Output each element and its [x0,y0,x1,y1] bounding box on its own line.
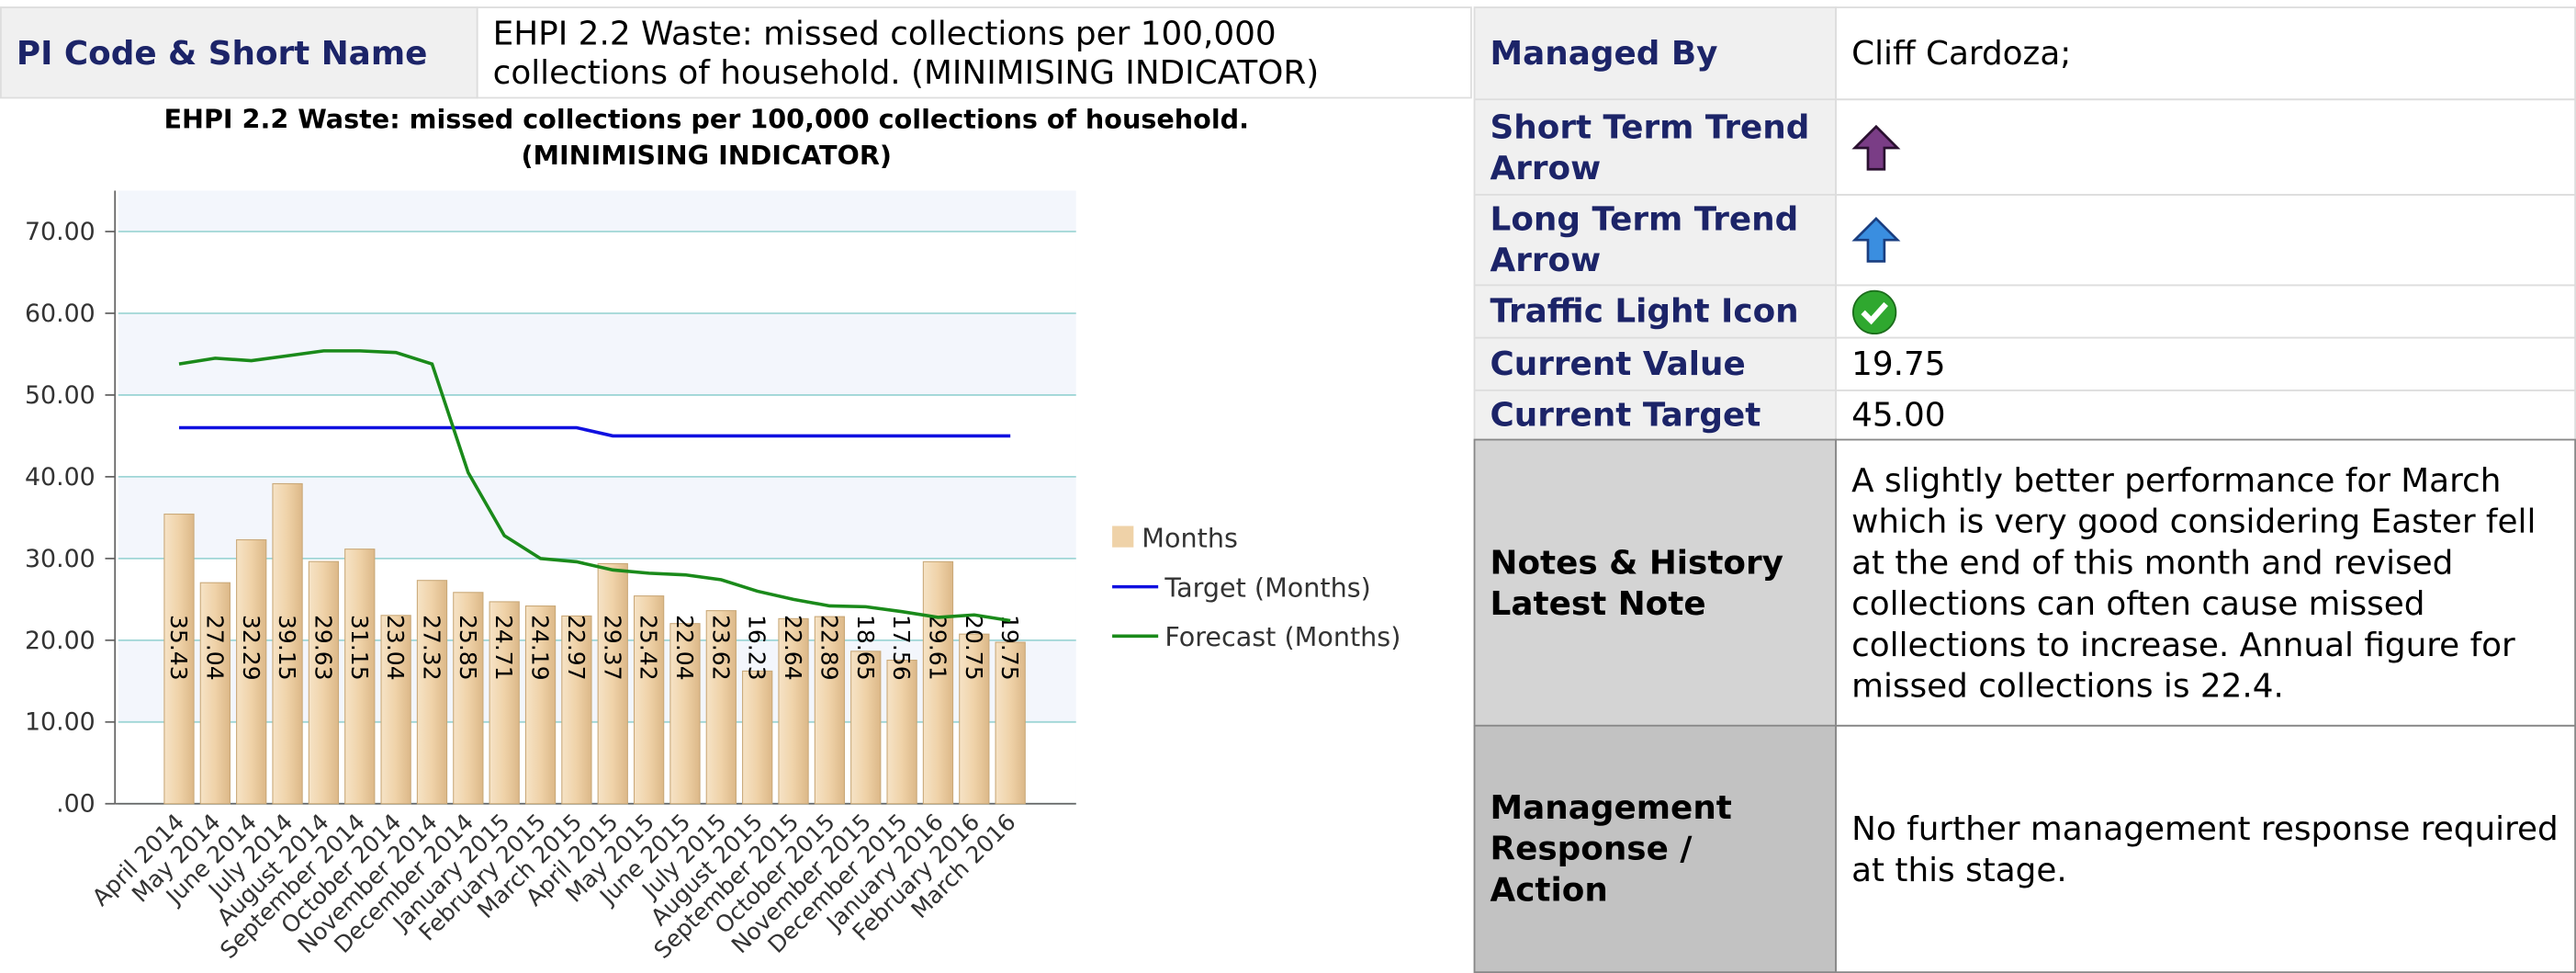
bar-value-label: 25.42 [636,615,662,681]
bar [669,623,701,805]
bar-value-label: 17.56 [888,615,915,681]
bar [416,580,448,805]
detail-label: Traffic Light Icon [1473,284,1837,339]
y-tick-label: 50.00 [25,381,96,410]
y-tick-label: 10.00 [25,708,96,737]
y-tick-label: 60.00 [25,300,96,328]
detail-label: Short Term Trend Arrow [1473,98,1837,196]
trend-icon-cell [1835,98,2576,196]
bar [453,592,484,805]
bar [814,616,846,805]
bar [561,615,592,805]
bar-value-label: 29.63 [309,615,336,681]
detail-value: 45.00 [1835,389,2576,441]
detail-label: Current Value [1473,336,1837,391]
bar-value-label: 22.97 [563,615,590,681]
bar [597,562,628,805]
bar [199,582,231,805]
y-tick-label: 30.00 [25,545,96,573]
detail-label: Current Target [1473,389,1837,441]
y-tick-label: .00 [56,790,96,819]
detail-value: Cliff Cardoza; [1835,6,2576,101]
long-trend-arrow [1851,217,1901,263]
bar [995,641,1026,805]
y-tick-label: 40.00 [25,463,96,492]
bar [308,560,340,805]
bar-value-label: 29.61 [925,615,951,681]
legend-label: Target (Months) [1164,571,1371,603]
bar [886,660,917,805]
y-tick-label: 20.00 [25,627,96,655]
traffic-cell [1835,284,2576,339]
bar-value-label: 24.71 [490,615,517,681]
bar-value-label: 18.65 [852,615,879,681]
bar [922,560,954,805]
bar-value-label: 27.32 [419,615,445,681]
bar-value-label: 29.37 [599,615,625,681]
traffic-light-icon [1851,289,1897,334]
bar-value-label: 22.64 [780,615,806,681]
detail-label: Management Response / Action [1473,724,1837,973]
bar-value-label: 20.75 [961,615,987,681]
trend-icon-cell [1835,194,2576,287]
short-trend-arrow [1851,123,1901,170]
bar [959,633,990,805]
series-line [178,349,1011,623]
bar [163,514,195,805]
bar-value-label: 35.43 [165,615,192,681]
grid-band [118,231,1076,313]
bar-value-label: 23.04 [382,615,409,681]
chart: EHPI 2.2 Waste: missed collections per 1… [25,103,1400,964]
bar [344,549,376,805]
bar-value-label: 39.15 [274,615,300,681]
bar [705,610,737,805]
bar-value-label: 19.75 [996,615,1023,681]
bar-value-label: 32.29 [238,615,264,681]
detail-value: No further management response required … [1835,724,2576,973]
bar [524,605,557,805]
legend-swatch [1112,526,1134,548]
bar-value-label: 16.23 [744,615,771,681]
bar-value-label: 22.04 [671,615,698,681]
detail-value: 19.75 [1835,336,2576,391]
bar [778,617,809,805]
bar-value-label: 27.04 [201,615,228,681]
y-tick-label: 70.00 [25,218,96,246]
bar [380,615,411,805]
legend-label: Forecast (Months) [1164,621,1400,652]
detail-label: Long Term Trend Arrow [1473,194,1837,287]
series-line [178,425,1011,438]
chart-title-box: EHPI 2.2 Waste: missed collections per 1… [163,103,1250,172]
bar-value-label: 22.89 [816,615,842,681]
chart-title: EHPI 2.2 Waste: missed collections per 1… [163,103,1250,172]
bar-value-label: 23.62 [707,615,734,681]
bar [633,595,665,805]
bar [489,601,520,805]
detail-value: A slightly better performance for March … [1835,438,2576,727]
header-value: EHPI 2.2 Waste: missed collections per 1… [476,6,1472,99]
bar-value-label: 24.19 [527,615,554,681]
bar-value-label: 25.85 [455,615,481,681]
detail-label: Notes & History Latest Note [1473,438,1837,727]
bar [742,670,773,805]
bar [272,482,303,805]
detail-label: Managed By [1473,6,1837,101]
legend-label: Months [1142,523,1238,554]
bar [850,651,882,805]
header-label: PI Code & Short Name [0,6,478,99]
bar [236,538,267,805]
bar-value-label: 31.15 [346,615,373,681]
